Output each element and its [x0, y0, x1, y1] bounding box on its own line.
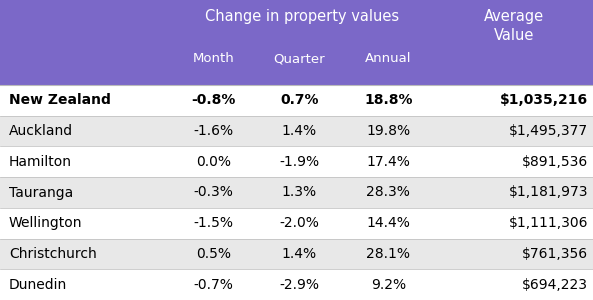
- FancyBboxPatch shape: [0, 116, 593, 146]
- Text: $694,223: $694,223: [522, 278, 588, 292]
- Text: $891,536: $891,536: [522, 155, 588, 169]
- Text: Average
Value: Average Value: [484, 9, 544, 43]
- Text: $761,356: $761,356: [522, 247, 588, 261]
- Text: -2.9%: -2.9%: [279, 278, 320, 292]
- Text: Change in property values: Change in property values: [205, 9, 400, 24]
- Text: Christchurch: Christchurch: [9, 247, 97, 261]
- Text: -1.6%: -1.6%: [193, 124, 234, 138]
- Text: Annual: Annual: [365, 52, 412, 65]
- Text: -1.5%: -1.5%: [193, 216, 234, 230]
- FancyBboxPatch shape: [0, 177, 593, 208]
- FancyBboxPatch shape: [0, 0, 593, 85]
- Text: Wellington: Wellington: [9, 216, 82, 230]
- Text: Hamilton: Hamilton: [9, 155, 72, 169]
- Text: -1.9%: -1.9%: [279, 155, 320, 169]
- Text: Auckland: Auckland: [9, 124, 73, 138]
- Text: 19.8%: 19.8%: [366, 124, 410, 138]
- Text: Dunedin: Dunedin: [9, 278, 67, 292]
- Text: -0.3%: -0.3%: [193, 185, 234, 200]
- Text: 28.3%: 28.3%: [366, 185, 410, 200]
- Text: 0.7%: 0.7%: [280, 93, 318, 107]
- FancyBboxPatch shape: [0, 85, 593, 116]
- Text: $1,495,377: $1,495,377: [509, 124, 588, 138]
- Text: 0.5%: 0.5%: [196, 247, 231, 261]
- Text: -0.7%: -0.7%: [193, 278, 234, 292]
- FancyBboxPatch shape: [0, 238, 593, 269]
- Text: Month: Month: [193, 52, 234, 65]
- Text: 1.4%: 1.4%: [282, 247, 317, 261]
- Text: $1,111,306: $1,111,306: [509, 216, 588, 230]
- Text: -2.0%: -2.0%: [279, 216, 320, 230]
- FancyBboxPatch shape: [0, 208, 593, 238]
- Text: -0.8%: -0.8%: [192, 93, 235, 107]
- FancyBboxPatch shape: [0, 269, 593, 300]
- Text: Tauranga: Tauranga: [9, 185, 73, 200]
- Text: 17.4%: 17.4%: [366, 155, 410, 169]
- Text: $1,181,973: $1,181,973: [509, 185, 588, 200]
- Text: 14.4%: 14.4%: [366, 216, 410, 230]
- Text: 1.4%: 1.4%: [282, 124, 317, 138]
- Text: New Zealand: New Zealand: [9, 93, 111, 107]
- Text: 9.2%: 9.2%: [371, 278, 406, 292]
- FancyBboxPatch shape: [0, 146, 593, 177]
- Text: 0.0%: 0.0%: [196, 155, 231, 169]
- Text: Quarter: Quarter: [273, 52, 326, 65]
- Text: $1,035,216: $1,035,216: [500, 93, 588, 107]
- Text: 1.3%: 1.3%: [282, 185, 317, 200]
- Text: 28.1%: 28.1%: [366, 247, 410, 261]
- Text: 18.8%: 18.8%: [364, 93, 413, 107]
